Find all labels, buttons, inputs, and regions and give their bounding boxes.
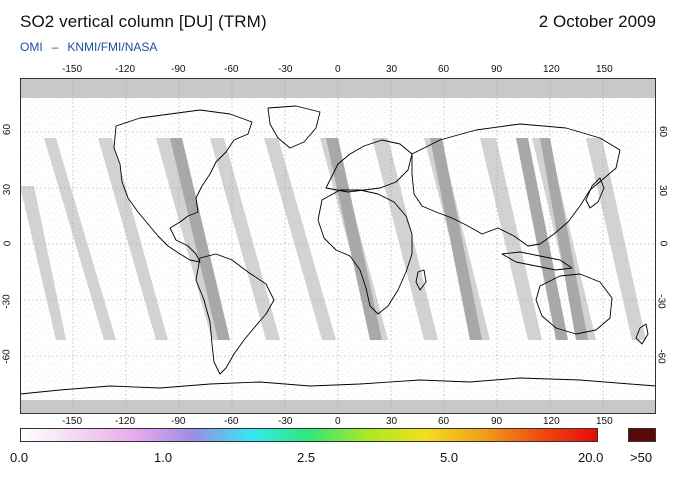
coast-europe xyxy=(325,139,413,193)
lon-tick-bottom: -90 xyxy=(171,416,186,427)
coast-madagascar xyxy=(415,269,427,291)
coast-south-america xyxy=(195,253,275,375)
lat-tick-right: 0 xyxy=(657,240,669,247)
lon-tick-bottom: -150 xyxy=(62,416,83,427)
lon-tick-top: 120 xyxy=(543,64,560,75)
lon-tick-top: -150 xyxy=(62,64,83,75)
lat-tick-right: 30 xyxy=(657,184,669,197)
coast-north-america xyxy=(113,109,253,263)
lon-tick-bottom: 60 xyxy=(438,416,450,427)
credit-separator: – xyxy=(51,40,59,54)
coast-australia xyxy=(535,273,613,335)
lon-tick-bottom: -120 xyxy=(115,416,136,427)
lon-tick-top: -90 xyxy=(171,64,186,75)
lat-tick-right: 60 xyxy=(657,125,669,138)
coast-antarctica xyxy=(20,377,656,395)
colorbar-label-0: 0.0 xyxy=(10,450,29,465)
so2-map xyxy=(20,78,656,414)
colorbar-label-1: 1.0 xyxy=(154,450,173,465)
lat-tick-left: 0 xyxy=(2,240,14,247)
lat-tick-right: -30 xyxy=(655,294,667,309)
lat-tick-left: 30 xyxy=(2,183,14,196)
colorbar-label-2: 2.5 xyxy=(297,450,316,465)
coast-asia xyxy=(411,123,621,247)
lon-tick-bottom: 120 xyxy=(543,416,560,427)
lon-tick-bottom: -60 xyxy=(224,416,239,427)
lat-tick-left: 60 xyxy=(2,123,14,136)
coast-japan xyxy=(585,177,605,209)
coast-new-zealand xyxy=(635,323,649,345)
coastlines xyxy=(20,105,656,395)
lon-tick-bottom: -30 xyxy=(278,416,293,427)
lon-tick-bottom: 150 xyxy=(596,416,613,427)
lon-tick-top: 0 xyxy=(335,64,341,75)
colorbar-label-4: 20.0 xyxy=(578,450,604,465)
credit-agencies: KNMI/FMI/NASA xyxy=(67,40,158,54)
lon-tick-top: -120 xyxy=(115,64,136,75)
lon-tick-top: -60 xyxy=(224,64,239,75)
colorbar-label-3: 5.0 xyxy=(440,450,459,465)
colorbar-overflow-label: >50 xyxy=(630,450,653,465)
lon-tick-bottom: 30 xyxy=(386,416,398,427)
lon-tick-top: 60 xyxy=(438,64,450,75)
credit-instrument: OMI xyxy=(20,40,43,54)
lon-tick-bottom: 0 xyxy=(335,416,341,427)
coast-indonesia xyxy=(501,251,573,271)
coast-greenland xyxy=(267,105,321,149)
graticule xyxy=(20,78,656,414)
lat-tick-left: -60 xyxy=(1,349,13,364)
map-title: SO2 vertical column [DU] (TRM) xyxy=(20,12,267,31)
lon-tick-top: -30 xyxy=(278,64,293,75)
lon-tick-top: 150 xyxy=(596,64,613,75)
lon-tick-top: 90 xyxy=(491,64,503,75)
swath-gaps-dark xyxy=(170,138,588,340)
lat-tick-left: -30 xyxy=(1,294,13,309)
lon-tick-top: 30 xyxy=(386,64,398,75)
coast-africa xyxy=(317,189,413,315)
colorbar xyxy=(20,428,598,442)
colorbar-overflow-swatch xyxy=(628,428,656,442)
lon-tick-bottom: 90 xyxy=(491,416,503,427)
map-date: 2 October 2009 xyxy=(538,12,656,31)
credit-line: OMI – KNMI/FMI/NASA xyxy=(20,40,157,54)
lat-tick-right: -60 xyxy=(655,349,667,364)
